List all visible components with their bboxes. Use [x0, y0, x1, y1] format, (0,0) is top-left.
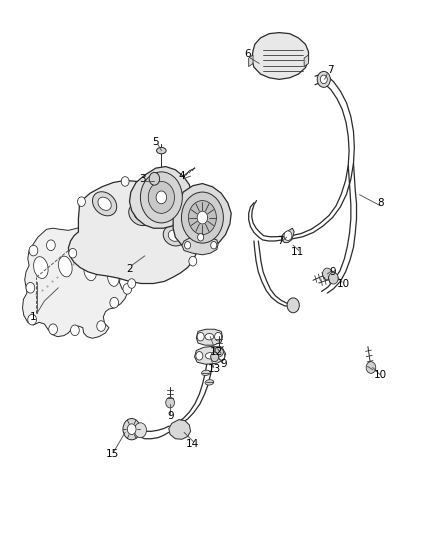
Circle shape	[123, 284, 132, 294]
Circle shape	[28, 314, 36, 325]
Text: 2: 2	[126, 264, 133, 274]
Circle shape	[26, 282, 35, 293]
Circle shape	[149, 172, 159, 185]
Text: 7: 7	[277, 236, 283, 246]
Circle shape	[320, 75, 327, 84]
Text: 15: 15	[106, 449, 119, 458]
Ellipse shape	[205, 379, 214, 385]
Circle shape	[322, 268, 332, 280]
Circle shape	[123, 418, 141, 440]
Polygon shape	[282, 228, 294, 243]
Circle shape	[166, 397, 174, 408]
Polygon shape	[22, 221, 132, 338]
Polygon shape	[249, 55, 253, 67]
Text: 3: 3	[139, 174, 146, 184]
Circle shape	[287, 298, 299, 313]
Text: 1: 1	[30, 312, 37, 322]
Circle shape	[191, 232, 199, 242]
Ellipse shape	[129, 203, 152, 225]
Circle shape	[97, 321, 106, 332]
Ellipse shape	[34, 257, 48, 278]
Ellipse shape	[84, 261, 96, 281]
Circle shape	[366, 362, 376, 373]
Circle shape	[197, 211, 208, 224]
Circle shape	[46, 240, 55, 251]
Ellipse shape	[92, 192, 117, 216]
Circle shape	[121, 176, 129, 186]
Circle shape	[188, 200, 216, 235]
Circle shape	[215, 346, 223, 357]
Text: 14: 14	[186, 439, 199, 449]
Ellipse shape	[134, 208, 147, 221]
Ellipse shape	[98, 197, 111, 211]
Circle shape	[49, 324, 57, 335]
Circle shape	[71, 325, 79, 336]
Circle shape	[198, 233, 204, 241]
Circle shape	[69, 248, 77, 258]
Circle shape	[218, 352, 225, 360]
Circle shape	[211, 352, 219, 362]
Text: 13: 13	[208, 364, 221, 374]
Circle shape	[29, 245, 38, 256]
Circle shape	[317, 71, 330, 87]
Circle shape	[197, 333, 204, 341]
Circle shape	[196, 352, 203, 360]
Polygon shape	[252, 33, 308, 79]
Text: 10: 10	[337, 279, 350, 288]
Circle shape	[215, 333, 222, 341]
Text: 5: 5	[152, 136, 159, 147]
Polygon shape	[173, 183, 231, 251]
Text: 10: 10	[374, 370, 387, 381]
Ellipse shape	[108, 268, 119, 286]
Circle shape	[78, 197, 85, 206]
Circle shape	[184, 241, 191, 249]
Circle shape	[134, 423, 147, 438]
Text: 12: 12	[210, 346, 223, 357]
Ellipse shape	[156, 148, 166, 154]
Ellipse shape	[205, 353, 215, 359]
Circle shape	[165, 193, 173, 203]
Circle shape	[189, 256, 197, 266]
Text: 7: 7	[327, 65, 334, 75]
Polygon shape	[196, 329, 223, 345]
Polygon shape	[304, 55, 308, 67]
Polygon shape	[68, 180, 197, 284]
Circle shape	[141, 172, 182, 223]
Circle shape	[181, 192, 223, 243]
Ellipse shape	[58, 256, 72, 277]
Text: 9: 9	[329, 267, 336, 277]
Circle shape	[110, 297, 119, 308]
Circle shape	[211, 241, 217, 249]
Circle shape	[128, 279, 136, 288]
Ellipse shape	[163, 225, 186, 246]
Ellipse shape	[168, 230, 180, 241]
Ellipse shape	[201, 370, 210, 376]
Circle shape	[328, 272, 338, 284]
Circle shape	[284, 231, 292, 240]
Text: 4: 4	[179, 171, 185, 181]
Polygon shape	[182, 236, 218, 255]
Text: 11: 11	[291, 247, 304, 256]
Text: 6: 6	[244, 49, 251, 59]
Text: 9: 9	[220, 359, 227, 369]
Text: 9: 9	[168, 411, 174, 422]
Circle shape	[121, 245, 130, 256]
Polygon shape	[130, 166, 192, 228]
Circle shape	[73, 236, 81, 246]
Polygon shape	[194, 346, 226, 365]
Circle shape	[156, 191, 166, 204]
Text: 8: 8	[377, 198, 384, 208]
Ellipse shape	[205, 334, 214, 340]
Polygon shape	[169, 419, 191, 439]
Circle shape	[101, 236, 110, 246]
Circle shape	[148, 181, 174, 213]
Circle shape	[127, 424, 136, 434]
